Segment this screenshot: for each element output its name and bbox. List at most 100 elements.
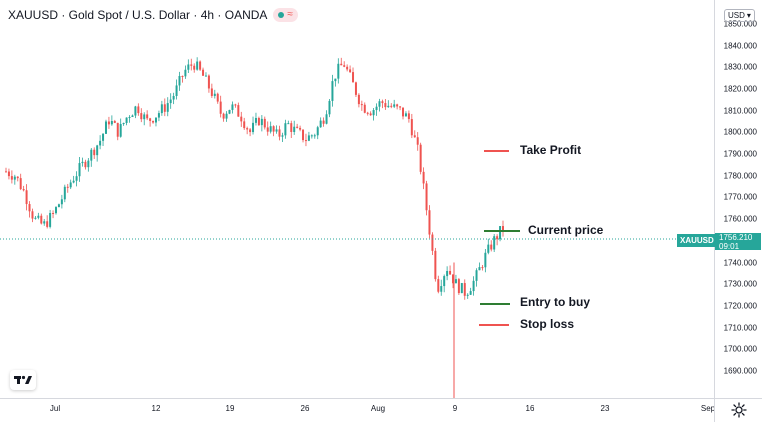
- time-axis[interactable]: Jul 12 19 26 Aug 9 16 23 Sep: [0, 398, 716, 422]
- candle-body: [5, 171, 7, 173]
- candle-body: [404, 113, 407, 117]
- candle-body: [60, 199, 63, 205]
- candle-body: [502, 226, 504, 231]
- candle-body: [81, 161, 84, 164]
- candle-body: [37, 215, 40, 218]
- candle-body: [349, 69, 352, 73]
- price-tick-label: 1840.000: [723, 41, 757, 51]
- candle-body: [369, 113, 372, 116]
- candle-body: [34, 217, 37, 219]
- candle-body: [322, 120, 325, 124]
- candle-body: [478, 267, 481, 271]
- candle-body: [93, 149, 96, 156]
- market-open-dot-icon: [278, 12, 285, 18]
- candle-body: [454, 279, 457, 284]
- candle-body: [190, 64, 193, 66]
- candle-body: [493, 236, 496, 250]
- candle-body: [184, 69, 187, 77]
- candle-body: [340, 63, 343, 66]
- candle-body: [278, 129, 281, 137]
- price-tick-label: 1830.000: [723, 62, 757, 72]
- candle-body: [237, 105, 240, 117]
- candle-body: [140, 113, 143, 120]
- candle-body: [284, 123, 287, 136]
- candle-body: [331, 81, 334, 101]
- current-price-annotation: Current price: [528, 223, 604, 237]
- price-tick-label: 1760.000: [723, 214, 757, 224]
- candle-body: [249, 129, 252, 133]
- take-profit-label: Take Profit: [520, 143, 582, 157]
- time-tick-label: Sep: [700, 404, 716, 413]
- candle-body: [102, 133, 105, 141]
- candle-body: [40, 215, 43, 224]
- candle-body: [316, 127, 319, 136]
- candle-body: [125, 117, 128, 123]
- candle-body: [78, 163, 81, 177]
- candle-body: [202, 69, 205, 76]
- candle-body: [334, 78, 337, 82]
- candle-body: [410, 119, 413, 136]
- time-tick-label: 19: [225, 404, 235, 413]
- candle-body: [228, 109, 231, 114]
- candle-body: [204, 75, 207, 77]
- candle-body: [460, 283, 463, 294]
- currency-label: USD: [728, 11, 745, 20]
- price-axis[interactable]: 1850.000 1840.000 1830.000 1820.000 1810.000…: [714, 0, 762, 398]
- candle-body: [157, 113, 160, 118]
- candle-body: [131, 115, 134, 118]
- candle-body: [87, 160, 90, 168]
- candle-body: [152, 120, 155, 123]
- candle-body: [113, 121, 116, 123]
- candle-body: [257, 117, 260, 126]
- bar-countdown: 09:01: [719, 241, 740, 251]
- price-tick-label: 1780.000: [723, 171, 757, 181]
- current-price-label: 1756.210 09:01: [715, 233, 761, 251]
- candle-body: [246, 128, 249, 130]
- candle-body: [193, 65, 196, 70]
- candle-body: [210, 88, 213, 96]
- candle-body: [128, 117, 131, 119]
- candle-body: [213, 93, 216, 96]
- market-status-pill[interactable]: ≈: [273, 8, 298, 22]
- gear-icon[interactable]: [731, 402, 747, 418]
- candle-body: [243, 121, 246, 129]
- symbol-title[interactable]: XAUUSD · Gold Spot / U.S. Dollar · 4h · …: [8, 8, 298, 22]
- candle-body: [219, 101, 222, 114]
- candle-body: [49, 213, 52, 227]
- candle-body: [143, 114, 146, 120]
- candle-body: [146, 114, 149, 119]
- candle-body: [254, 117, 257, 123]
- chart-area[interactable]: [0, 0, 714, 398]
- candle-body: [422, 171, 425, 184]
- wave-icon: ≈: [287, 9, 293, 20]
- candle-body: [122, 122, 125, 125]
- price-tick-label: 1850.000: [723, 19, 757, 29]
- time-tick-label: 12: [151, 404, 161, 413]
- candle-body: [275, 129, 278, 132]
- candle-body: [16, 176, 19, 179]
- candle-body: [299, 127, 302, 130]
- candle-body: [272, 126, 275, 132]
- settings-corner: [714, 398, 762, 422]
- candle-body: [310, 135, 313, 137]
- candle-body: [363, 104, 366, 113]
- candle-body: [196, 61, 199, 70]
- candle-body: [466, 294, 469, 296]
- candle-body: [22, 189, 25, 191]
- candle-body: [319, 120, 322, 128]
- tradingview-logo[interactable]: [10, 370, 36, 390]
- candle-body: [372, 110, 375, 116]
- candle-body: [107, 121, 110, 125]
- candle-body: [31, 211, 34, 219]
- candle-body: [234, 104, 237, 106]
- candle-body: [290, 123, 293, 132]
- candle-body: [434, 250, 437, 280]
- price-chart[interactable]: [0, 0, 714, 398]
- currency-selector[interactable]: USD ▾: [724, 9, 755, 22]
- candle-body: [307, 135, 310, 141]
- price-tick-label: 1770.000: [723, 192, 757, 202]
- candle-body: [63, 186, 66, 200]
- candle-body: [110, 121, 113, 125]
- candle-body: [25, 190, 28, 205]
- candle-body: [287, 123, 290, 125]
